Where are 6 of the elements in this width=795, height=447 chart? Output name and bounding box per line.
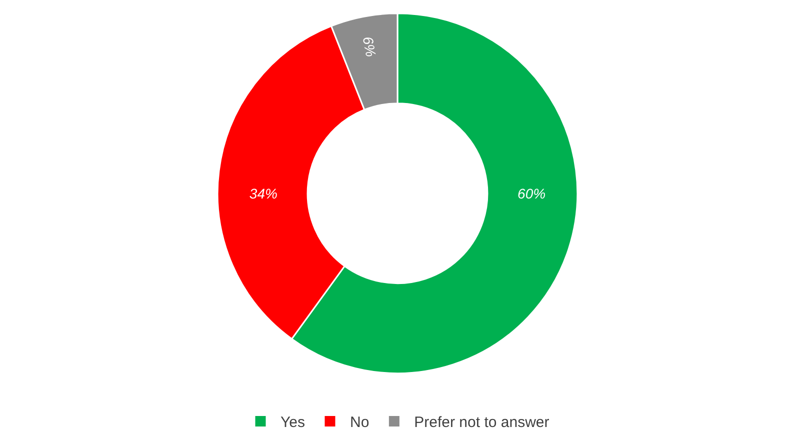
data-label: 34% <box>249 185 278 202</box>
data-label: 60% <box>518 185 546 202</box>
data-label: 6% <box>360 35 380 58</box>
legend-label: Prefer not to answer <box>414 414 550 432</box>
legend-label: Yes <box>280 414 305 432</box>
legend-label: No <box>350 414 370 432</box>
